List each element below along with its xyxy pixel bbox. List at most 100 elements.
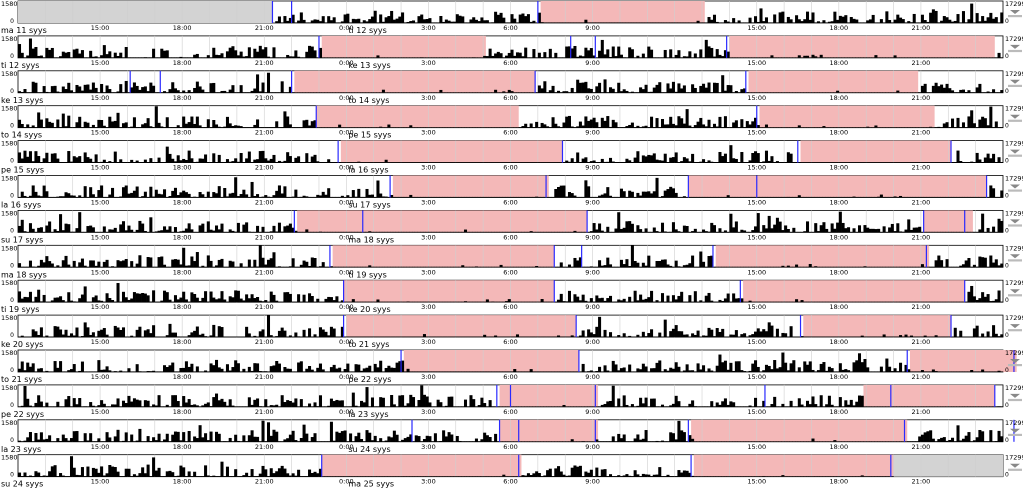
activity-bar bbox=[1000, 371, 1004, 372]
activity-bar bbox=[160, 194, 164, 198]
activity-bar bbox=[557, 231, 561, 233]
activity-bar bbox=[132, 292, 136, 303]
activity-bar bbox=[395, 406, 399, 407]
activity-bar bbox=[176, 125, 180, 128]
activity-bar bbox=[546, 92, 550, 93]
activity-bar bbox=[764, 406, 768, 407]
activity-bar bbox=[912, 127, 916, 128]
activity-bar bbox=[436, 57, 440, 58]
activity-bar bbox=[401, 12, 405, 23]
activity-bar bbox=[261, 257, 265, 268]
activity-bar bbox=[442, 127, 446, 128]
day-row: 1580017299015:0015:0018:0018:0021:0021:0… bbox=[1, 175, 1023, 210]
activity-bar bbox=[42, 294, 46, 303]
activity-bar bbox=[83, 57, 87, 58]
activity-bar bbox=[647, 231, 651, 233]
x-tick-label: 3:00 bbox=[421, 129, 436, 137]
activity-bar bbox=[551, 57, 555, 58]
activity-bar bbox=[488, 196, 492, 198]
activity-bar bbox=[152, 162, 156, 163]
activity-bar bbox=[940, 371, 944, 372]
activity-bar bbox=[956, 266, 960, 268]
activity-bar bbox=[825, 228, 829, 233]
activity-bar bbox=[288, 335, 292, 338]
activity-bar bbox=[338, 367, 342, 372]
activity-bar bbox=[215, 225, 219, 233]
activity-bar bbox=[515, 406, 520, 407]
activity-bar bbox=[825, 57, 829, 58]
activity-bar bbox=[570, 126, 574, 128]
activity-bar bbox=[321, 191, 325, 198]
activity-bar bbox=[934, 82, 938, 93]
activity-bar bbox=[417, 336, 421, 338]
activity-bar bbox=[948, 57, 952, 58]
activity-bar bbox=[102, 159, 106, 163]
activity-bar bbox=[986, 294, 990, 303]
activity-bar bbox=[559, 262, 563, 268]
activity-bar bbox=[879, 406, 883, 407]
activity-bar bbox=[576, 231, 580, 233]
activity-bar bbox=[592, 196, 596, 198]
activity-bar bbox=[633, 406, 637, 407]
activity-bar bbox=[373, 266, 377, 268]
activity-bar bbox=[554, 231, 558, 233]
activity-bar bbox=[91, 194, 95, 198]
activity-bar bbox=[756, 125, 760, 128]
activity-bar bbox=[961, 301, 965, 303]
activity-bar bbox=[650, 290, 654, 303]
activity-bar bbox=[149, 371, 153, 372]
shaded-region bbox=[392, 175, 549, 198]
activity-bar bbox=[496, 127, 500, 128]
activity-bar bbox=[729, 85, 733, 93]
activity-bar bbox=[852, 18, 856, 23]
activity-bar bbox=[515, 92, 520, 93]
activity-bar bbox=[576, 336, 580, 338]
activity-bar bbox=[879, 336, 883, 338]
activity-bar bbox=[463, 127, 468, 128]
activity-bar bbox=[628, 47, 632, 58]
activity-bar bbox=[792, 227, 796, 233]
activity-bar bbox=[712, 56, 717, 58]
activity-bar bbox=[537, 85, 541, 93]
activity-bar bbox=[154, 92, 158, 93]
activity-bar bbox=[305, 301, 309, 303]
activity-bar bbox=[236, 336, 240, 338]
activity-bar bbox=[953, 406, 957, 407]
activity-bar bbox=[628, 335, 632, 338]
activity-bar bbox=[26, 55, 30, 58]
activity-bar bbox=[277, 57, 281, 58]
activity-bar bbox=[338, 231, 342, 233]
activity-bar bbox=[360, 196, 364, 198]
activity-bar bbox=[696, 20, 700, 23]
activity-bar bbox=[39, 301, 43, 303]
activity-bar bbox=[557, 90, 561, 93]
activity-bar bbox=[384, 266, 388, 268]
activity-bar bbox=[431, 266, 435, 268]
activity-bar bbox=[291, 258, 295, 268]
activity-bar bbox=[797, 266, 801, 268]
activity-bar bbox=[595, 122, 599, 128]
activity-bar bbox=[401, 57, 405, 58]
activity-bar bbox=[909, 57, 914, 58]
activity-bar bbox=[926, 127, 930, 128]
activity-bar bbox=[113, 151, 117, 163]
activity-bar bbox=[978, 196, 982, 198]
activity-bar bbox=[860, 231, 864, 233]
activity-bar bbox=[28, 405, 32, 407]
activity-bar bbox=[529, 21, 533, 23]
activity-bar bbox=[981, 92, 985, 93]
activity-bar bbox=[710, 161, 714, 163]
shaded-region bbox=[909, 350, 1017, 372]
activity-bar bbox=[299, 399, 303, 407]
activity-bar bbox=[127, 299, 131, 303]
activity-bar bbox=[373, 406, 377, 407]
activity-bar bbox=[863, 359, 867, 372]
activity-bar bbox=[570, 335, 574, 338]
activity-bar bbox=[163, 226, 167, 233]
activity-bar bbox=[247, 333, 251, 338]
activity-bar bbox=[324, 298, 328, 303]
arrow-down-icon bbox=[1010, 219, 1020, 224]
activity-bar bbox=[868, 336, 872, 338]
activity-bar bbox=[773, 92, 777, 93]
activity-bar bbox=[688, 161, 692, 163]
